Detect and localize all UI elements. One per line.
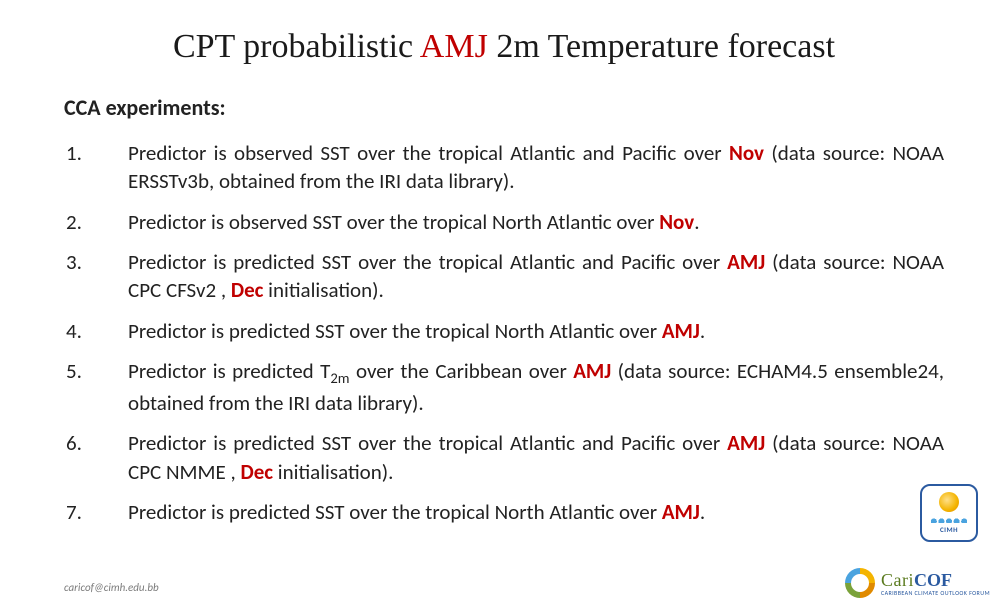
list-number: 4. [64,317,104,345]
cimh-logo: CIMH [920,484,978,542]
list-number: 7. [64,498,104,526]
highlight-term: Nov [659,209,694,235]
text-run: Predictor is predicted SST over the trop… [128,318,662,344]
highlight-term: AMJ [662,318,700,344]
caricof-logo: CariCOF CARIBBEAN CLIMATE OUTLOOK FORUM [845,568,990,598]
text-run: Predictor is observed SST over the tropi… [128,140,729,166]
title-post: 2m Temperature forecast [488,28,835,65]
caricof-cari: Cari [881,570,914,590]
section-heading: CCA experiments: [64,94,944,121]
caricof-mark-icon [845,568,875,598]
text-run: . [700,318,705,344]
text-run: Predictor is predicted T [128,358,330,384]
highlight-term: Dec [231,277,264,303]
text-run: Predictor is predicted SST over the trop… [128,430,727,456]
text-run: over the Caribbean over [350,358,574,384]
list-number: 1. [64,139,104,196]
list-number: 5. [64,357,104,417]
title-pre: CPT probabilistic [173,28,420,65]
waves-icon [930,515,968,523]
list-item: Predictor is observed SST over the tropi… [128,208,944,236]
list-number: 2. [64,208,104,236]
highlight-term: AMJ [573,358,611,384]
list-item: Predictor is observed SST over the tropi… [128,139,944,196]
list-item: Predictor is predicted SST over the trop… [128,317,944,345]
caricof-tagline: CARIBBEAN CLIMATE OUTLOOK FORUM [881,589,990,597]
highlight-term: AMJ [727,430,765,456]
highlight-term: AMJ [727,249,765,275]
slide-title: CPT probabilistic AMJ 2m Temperature for… [64,28,944,66]
slide: CPT probabilistic AMJ 2m Temperature for… [0,0,1008,612]
text-run: Predictor is predicted SST over the trop… [128,249,727,275]
text-run: Predictor is predicted SST over the trop… [128,499,662,525]
caricof-wordmark: CariCOF CARIBBEAN CLIMATE OUTLOOK FORUM [881,570,990,597]
text-run: . [694,209,699,235]
highlight-term: Nov [729,140,764,166]
footer-email: caricof@cimh.edu.bb [64,581,159,594]
list-item: Predictor is predicted SST over the trop… [128,498,944,526]
text-run: Predictor is observed SST over the tropi… [128,209,659,235]
highlight-term: Dec [240,459,273,485]
text-run: initialisation). [263,277,383,303]
caricof-cof: COF [914,570,952,590]
experiment-list: 1. Predictor is observed SST over the tro… [64,139,944,526]
list-item: Predictor is predicted SST over the trop… [128,429,944,486]
sun-icon [939,492,959,512]
list-number: 6. [64,429,104,486]
title-amj: AMJ [420,28,488,65]
subscript: 2m [330,369,349,387]
list-number: 3. [64,248,104,305]
text-run: initialisation). [273,459,393,485]
highlight-term: AMJ [662,499,700,525]
list-item: Predictor is predicted SST over the trop… [128,248,944,305]
text-run: . [700,499,705,525]
list-item: Predictor is predicted T2m over the Cari… [128,357,944,417]
cimh-logo-text: CIMH [940,525,958,534]
